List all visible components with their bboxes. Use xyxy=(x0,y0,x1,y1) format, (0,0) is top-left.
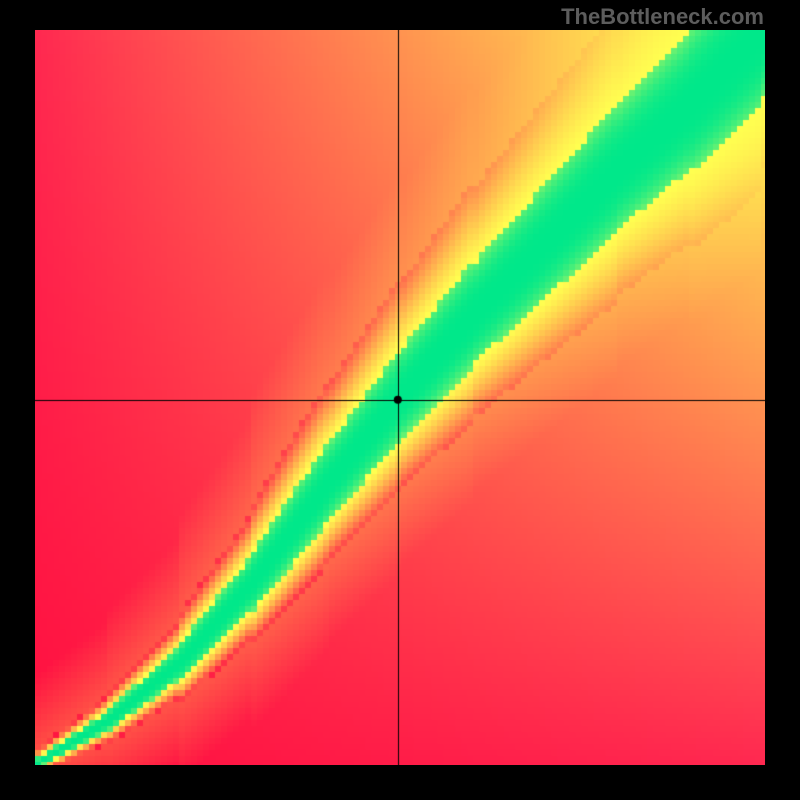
heatmap-canvas xyxy=(35,30,765,765)
chart-container: TheBottleneck.com xyxy=(0,0,800,800)
watermark-label: TheBottleneck.com xyxy=(561,4,764,30)
